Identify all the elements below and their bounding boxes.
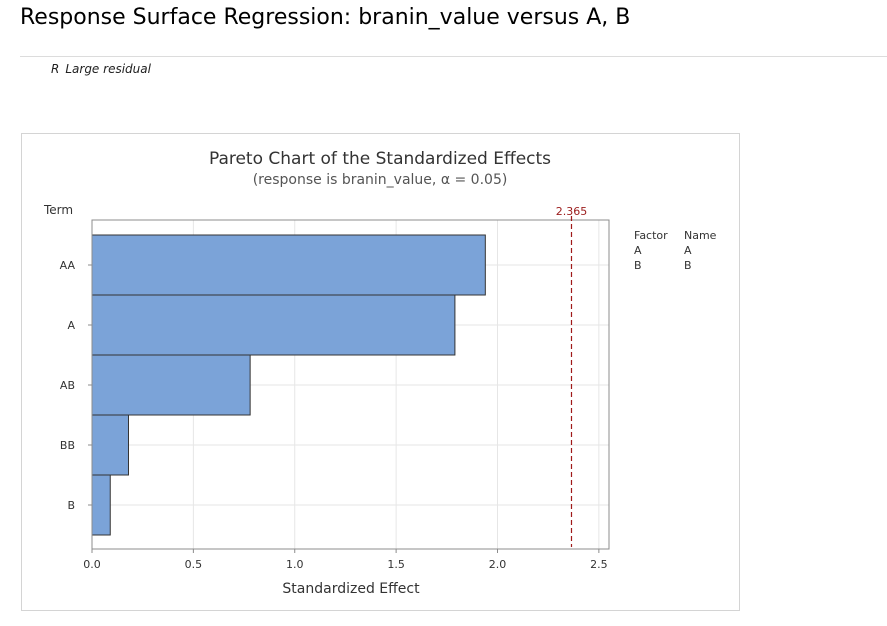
chart-panel: Pareto Chart of the Standardized Effects…	[21, 133, 740, 611]
term-label: A	[67, 319, 75, 332]
legend-header-name: Name	[684, 229, 717, 242]
chart-title: Pareto Chart of the Standardized Effects	[209, 149, 551, 169]
x-tick-label: 0.5	[185, 558, 203, 571]
term-label: AA	[60, 259, 76, 272]
plot-area-frame	[91, 219, 610, 550]
x-tick-label: 0.0	[83, 558, 101, 571]
pareto-chart: Pareto Chart of the Standardized Effects…	[43, 149, 717, 597]
legend-factor: B	[634, 259, 642, 272]
term-label: BB	[60, 439, 75, 452]
legend-header-factor: Factor	[634, 229, 668, 242]
x-tick-label: 2.5	[590, 558, 608, 571]
x-tick-label: 1.0	[286, 558, 304, 571]
bar-ab	[91, 354, 251, 416]
term-label: B	[67, 499, 75, 512]
page-title: Response Surface Regression: branin_valu…	[20, 5, 631, 30]
bar-a	[91, 294, 456, 356]
x-tick-label: 1.5	[387, 558, 405, 571]
bar-b	[91, 474, 111, 536]
reference-line-label: 2.365	[556, 205, 588, 218]
y-axis-title: Term	[43, 203, 73, 217]
x-axis-title: Standardized Effect	[282, 581, 420, 597]
footnote: R Large residual	[51, 62, 151, 76]
bar-bb	[91, 414, 129, 476]
legend-name: B	[684, 259, 692, 272]
legend-factor: A	[634, 244, 642, 257]
chart-subtitle: (response is branin_value, α = 0.05)	[253, 172, 508, 188]
footnote-text: Large residual	[65, 62, 151, 76]
legend-name: A	[684, 244, 692, 257]
x-tick-label: 2.0	[489, 558, 507, 571]
footnote-symbol: R	[51, 62, 60, 76]
bar-aa	[91, 234, 486, 296]
title-divider	[20, 56, 887, 57]
term-label: AB	[60, 379, 75, 392]
